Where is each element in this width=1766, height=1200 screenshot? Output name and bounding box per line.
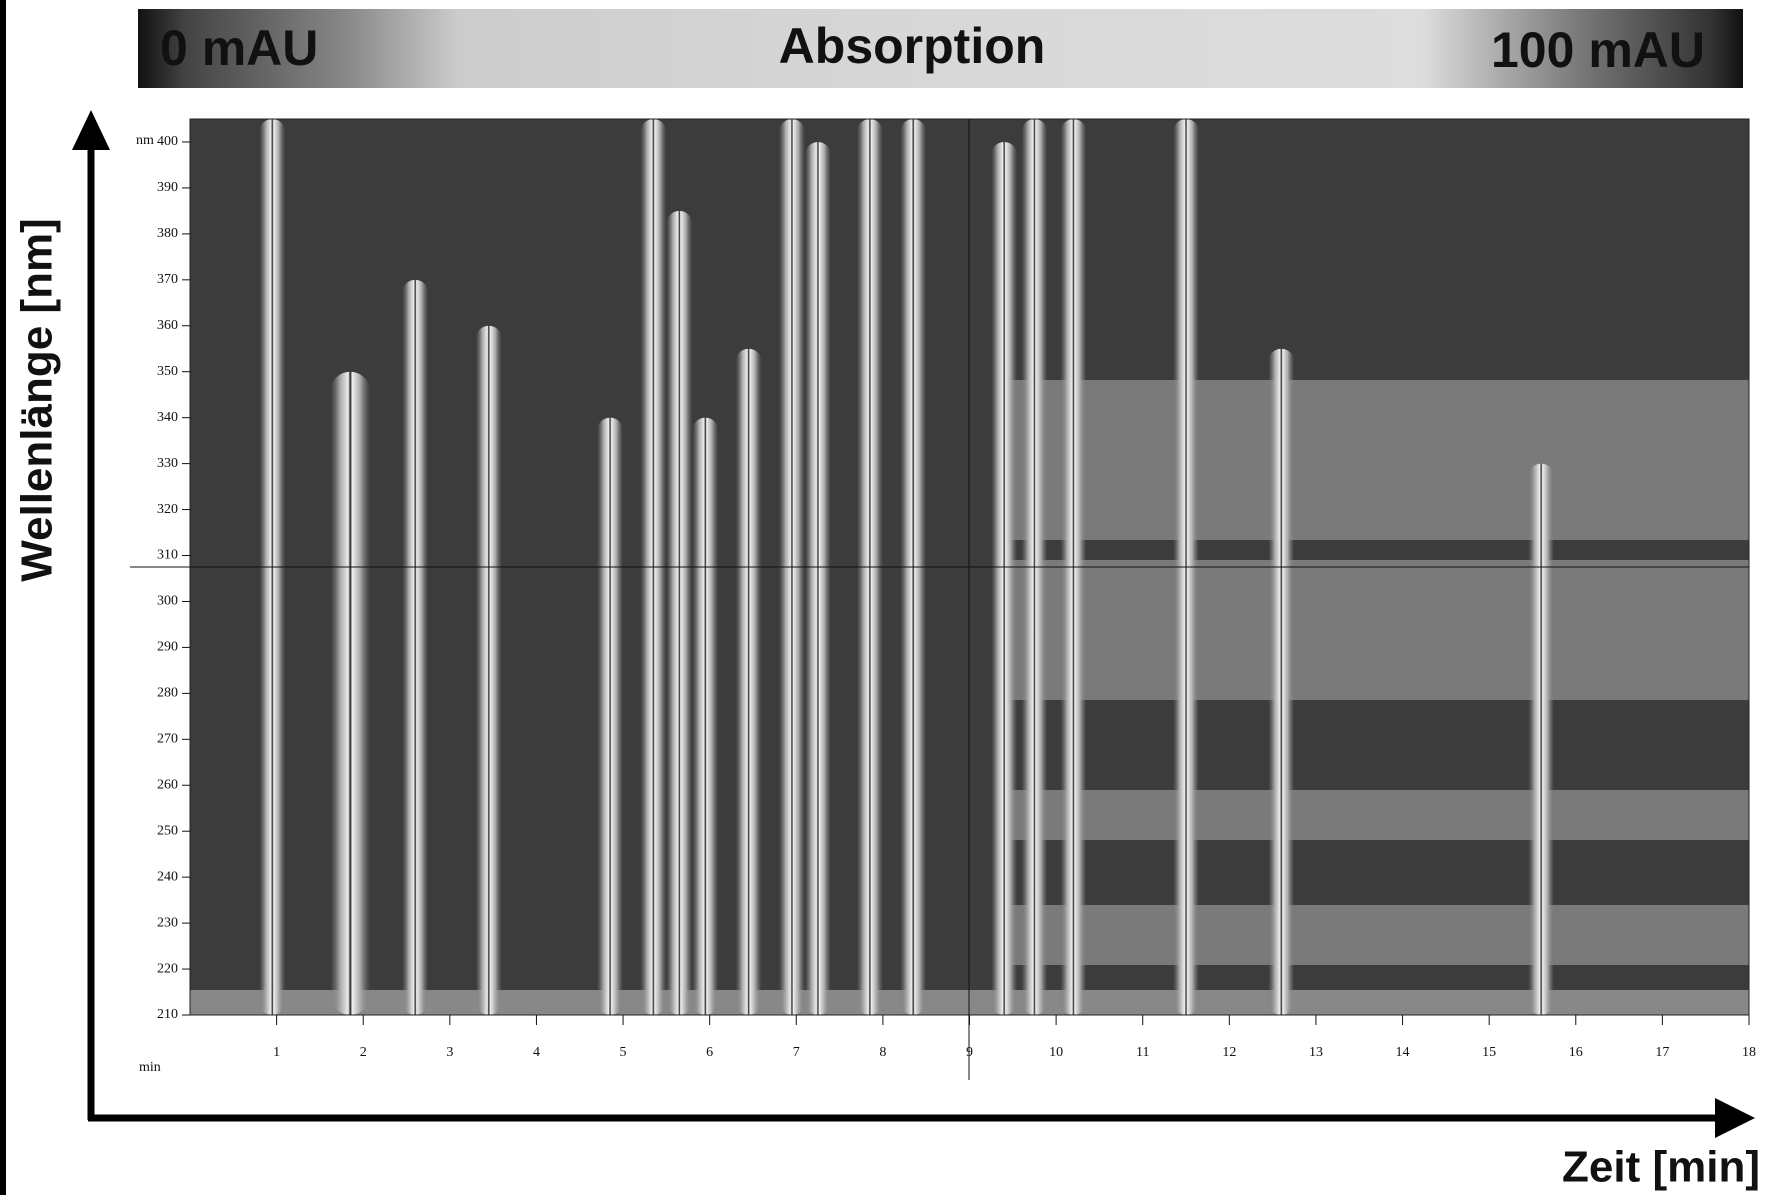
y-tick-label: 290 <box>157 640 178 655</box>
x-tick-label: 9 <box>966 1045 973 1060</box>
y-tick-label: 380 <box>157 226 178 241</box>
y-axis-title: Wellenlänge [nm] <box>13 218 62 581</box>
colorbar-max: 100 mAU <box>1491 22 1705 78</box>
y-tick-label: 340 <box>157 410 178 425</box>
x-tick-label: 3 <box>446 1045 453 1060</box>
band <box>1000 905 1749 965</box>
y-tick-label: 310 <box>157 548 178 563</box>
x-tick-label: 8 <box>879 1045 886 1060</box>
y-tick-label: 330 <box>157 456 178 471</box>
x-tick-label: 15 <box>1482 1045 1496 1060</box>
peak-streak <box>1268 349 1294 1015</box>
x-tick-label: 14 <box>1396 1045 1410 1060</box>
y-tick-label: 210 <box>157 1007 178 1022</box>
y-tick-label: 350 <box>157 364 178 379</box>
peak-streak <box>597 418 623 1015</box>
x-tick-label: 11 <box>1136 1045 1149 1060</box>
y-tick-label: 270 <box>157 732 178 747</box>
y-tick-label: 300 <box>157 594 178 609</box>
peak-streak <box>476 326 502 1015</box>
x-tick-label: 7 <box>793 1045 800 1060</box>
x-tick-label: 1 <box>273 1045 280 1060</box>
peak-streak <box>1528 464 1554 1015</box>
peak-streak <box>666 211 692 1015</box>
x-tick-label: 18 <box>1742 1045 1756 1060</box>
y-unit: nm <box>136 133 154 148</box>
chart: 0 mAU Absorption 100 mAU nm min Wellenlä… <box>0 0 1766 1195</box>
left-border <box>0 0 6 1195</box>
y-tick-label: 320 <box>157 502 178 517</box>
y-tick-label: 260 <box>157 777 178 792</box>
y-tick-label: 370 <box>157 272 178 287</box>
band <box>1000 790 1749 840</box>
y-tick-label: 250 <box>157 823 178 838</box>
y-tick-label: 240 <box>157 869 178 884</box>
x-axis-title: Zeit [min] <box>1562 1143 1760 1192</box>
colorbar-min: 0 mAU <box>160 20 318 76</box>
y-tick-label: 400 <box>157 134 178 149</box>
x-tick-label: 12 <box>1222 1045 1236 1060</box>
x-tick-label: 16 <box>1569 1045 1583 1060</box>
x-tick-label: 2 <box>360 1045 367 1060</box>
x-arrowhead <box>1715 1098 1755 1138</box>
peak-streak <box>805 142 831 1015</box>
peak-streak <box>991 142 1017 1015</box>
x-tick-label: 13 <box>1309 1045 1323 1060</box>
band <box>1000 560 1749 700</box>
peak-streak <box>692 418 718 1015</box>
x-tick-label: 6 <box>706 1045 713 1060</box>
x-tick-label: 5 <box>620 1045 627 1060</box>
y-arrowhead <box>72 110 110 150</box>
peak-streak <box>330 372 370 1015</box>
y-tick-label: 390 <box>157 180 178 195</box>
y-tick-label: 280 <box>157 686 178 701</box>
peak-streak <box>402 280 428 1015</box>
y-tick-label: 230 <box>157 915 178 930</box>
x-unit: min <box>139 1060 161 1075</box>
x-tick-label: 10 <box>1049 1045 1063 1060</box>
y-tick-label: 220 <box>157 961 178 976</box>
colorbar-title: Absorption <box>779 18 1046 74</box>
y-tick-label: 360 <box>157 318 178 333</box>
band <box>1000 380 1749 540</box>
x-tick-label: 4 <box>533 1045 540 1060</box>
x-tick-label: 17 <box>1655 1045 1669 1060</box>
peak-streak <box>736 349 762 1015</box>
